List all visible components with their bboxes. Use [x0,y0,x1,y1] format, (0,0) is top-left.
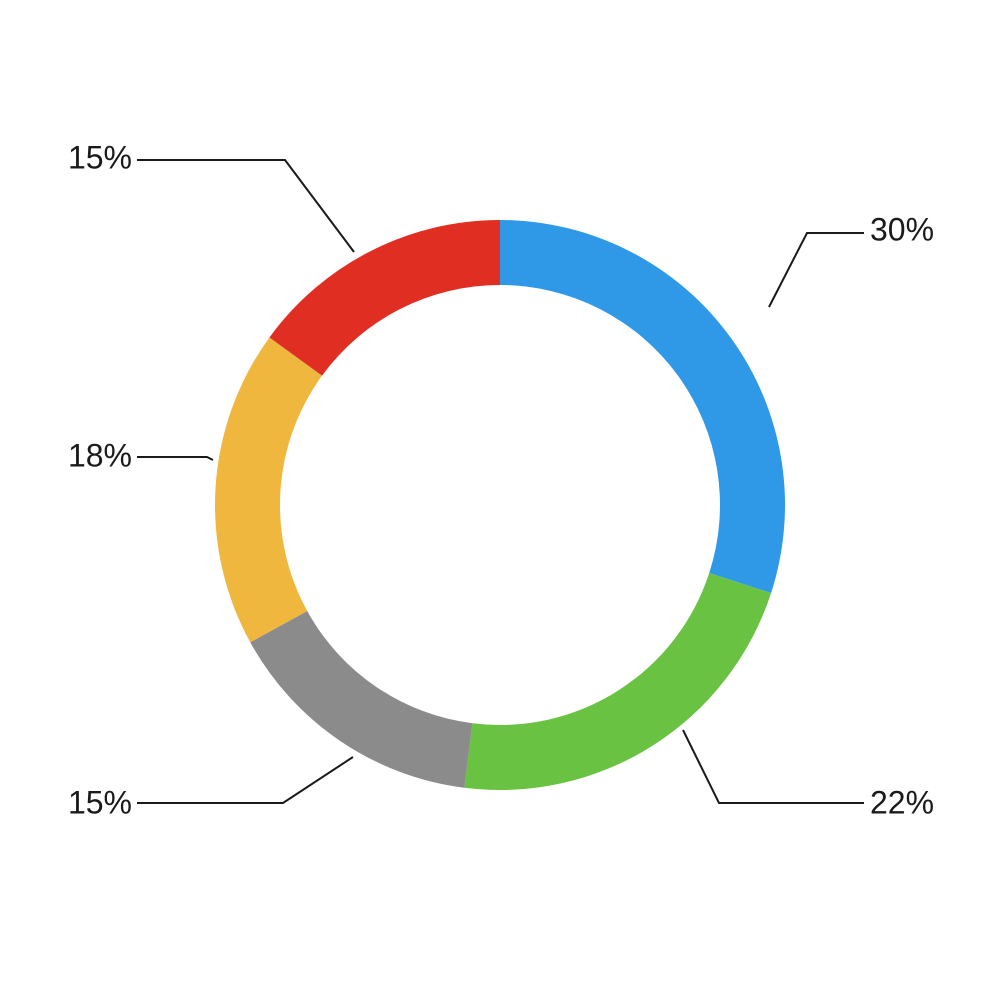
slice-label: 18% [68,437,132,473]
donut-slice [250,611,472,788]
slice-label: 30% [870,211,934,247]
donut-slice [500,220,785,593]
slice-label: 15% [68,784,132,820]
donut-slice [215,337,322,642]
slice-label: 22% [870,784,934,820]
donut-slice [269,220,500,376]
slice-label: 15% [68,139,132,175]
leader-line [137,160,354,252]
leader-line [137,757,353,803]
leader-line [769,233,864,307]
donut-slice [464,573,771,790]
leader-line [137,457,213,460]
leader-line [683,730,864,803]
donut-chart: 30% 22% 15% 18% 15% [0,0,1000,1000]
